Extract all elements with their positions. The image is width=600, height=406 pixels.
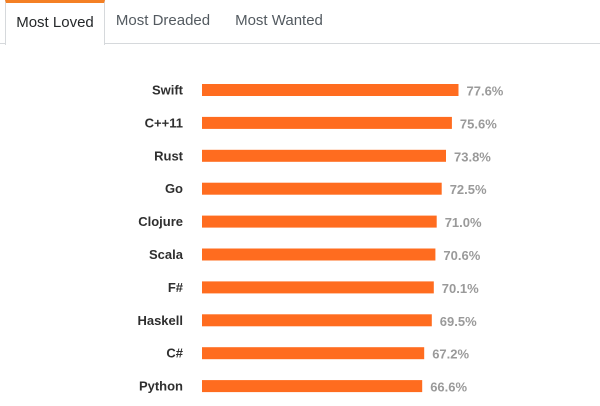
category-label: Rust [154, 148, 184, 163]
value-label: 71.0% [445, 215, 482, 230]
bar[interactable] [202, 281, 434, 294]
bar[interactable] [202, 248, 436, 261]
value-label: 70.1% [442, 281, 479, 296]
value-label: 77.6% [467, 84, 504, 99]
value-label: 75.6% [460, 116, 497, 131]
bar-chart: Swift 77.6% C++11 75.6% Rust 73.8% Go 72.5% Cloj… [0, 44, 600, 406]
bar[interactable] [202, 347, 425, 360]
tab-most-loved[interactable]: Most Loved [5, 0, 105, 45]
value-label: 69.5% [440, 314, 477, 329]
category-label: Clojure [138, 214, 183, 229]
bar[interactable] [202, 149, 446, 162]
category-label: Scala [149, 247, 184, 262]
category-label: Swift [152, 83, 184, 98]
category-label: Haskell [137, 313, 183, 328]
value-label: 72.5% [450, 182, 487, 197]
category-label: F# [168, 280, 184, 295]
bar-chart-svg: Swift 77.6% C++11 75.6% Rust 73.8% Go 72.5% Cloj… [137, 83, 504, 395]
bar[interactable] [202, 116, 452, 129]
tab-most-dreaded[interactable]: Most Dreaded [115, 12, 211, 29]
bar[interactable] [202, 380, 423, 393]
value-label: 73.8% [454, 149, 491, 164]
value-label: 70.6% [443, 248, 480, 263]
category-label: C# [166, 346, 183, 361]
category-label: Python [139, 379, 183, 394]
bar[interactable] [202, 84, 459, 96]
value-label: 66.6% [430, 380, 467, 395]
value-label: 67.2% [432, 347, 469, 362]
category-label: C++11 [145, 115, 183, 130]
tab-bar: Most Loved Most Dreaded Most Wanted [0, 0, 600, 45]
tab-most-wanted[interactable]: Most Wanted [235, 12, 323, 29]
bar[interactable] [202, 215, 437, 228]
bar[interactable] [202, 314, 432, 327]
category-label: Go [165, 181, 183, 196]
bar[interactable] [202, 182, 442, 195]
